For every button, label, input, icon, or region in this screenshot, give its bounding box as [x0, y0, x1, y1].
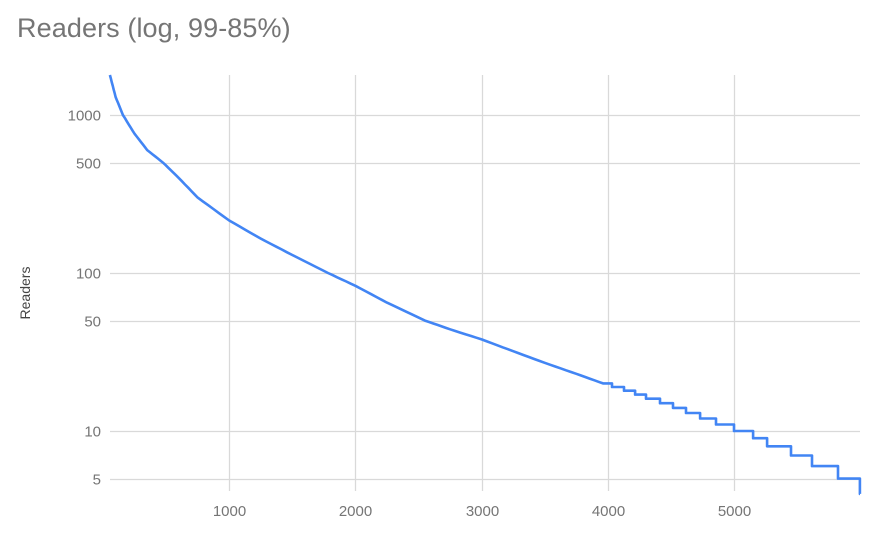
x-tick-label: 1000 [213, 503, 246, 520]
y-tick-label: 500 [76, 156, 101, 173]
y-tick-label: 1000 [68, 108, 101, 125]
x-tick-label: 3000 [466, 503, 499, 520]
readers-series-line [108, 74, 862, 496]
chart-title: Readers (log, 99-85%) [17, 13, 291, 43]
x-tick-label: 2000 [339, 503, 372, 520]
y-tick-label: 10 [84, 424, 101, 441]
y-tick-label: 50 [84, 314, 101, 331]
y-tick-label: 100 [76, 266, 101, 283]
x-tick-label: 5000 [718, 503, 751, 520]
y-axis-ticks: 5 10 50 100 500 1000 [68, 108, 101, 489]
y-tick-label: 5 [93, 472, 101, 489]
x-axis-ticks: 1000 2000 3000 4000 5000 [213, 503, 751, 520]
x-tick-label: 4000 [592, 503, 625, 520]
gridlines [110, 75, 860, 491]
